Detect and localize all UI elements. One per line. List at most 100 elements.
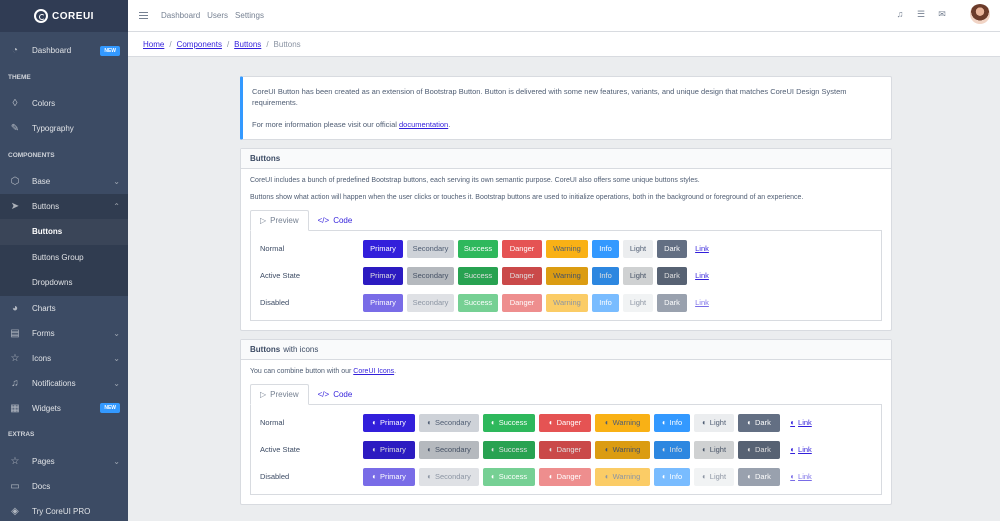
info-button[interactable]: Info — [592, 239, 619, 258]
lightbulb-icon: ◐ — [548, 418, 554, 427]
sidebar-subitem-buttons-group[interactable]: Buttons Group — [32, 252, 84, 262]
avatar[interactable] — [970, 4, 990, 24]
sidebar-item-pages[interactable]: ☆ Pages ⌄ — [0, 449, 128, 474]
tab-preview[interactable]: ▷ Preview — [250, 384, 309, 405]
secondary-button[interactable]: ◐ Secondary — [419, 413, 479, 432]
warning-button[interactable]: ◐ Warning — [595, 413, 650, 432]
warning-button[interactable]: ◐ Warning — [595, 440, 650, 459]
sidebar-item-icons[interactable]: ☆ Icons ⌄ — [0, 346, 128, 371]
secondary-button[interactable]: Secondary — [407, 239, 454, 258]
sidebar-item-colors[interactable]: ◊ Colors — [0, 91, 128, 116]
warning-button[interactable]: ◐ Warning — [595, 467, 650, 486]
secondary-button[interactable]: ◐ Secondary — [419, 467, 479, 486]
chevron-down-icon: ⌄ — [113, 328, 120, 338]
success-button[interactable]: Success — [458, 293, 498, 312]
coreui-icons-link[interactable]: CoreUI Icons — [353, 368, 395, 375]
light-button[interactable]: ◐ Light — [694, 440, 734, 459]
header-link-users[interactable]: Users — [207, 11, 229, 20]
sidebar-item-dashboard[interactable]: ◔ Dashboard NEW — [0, 38, 128, 63]
dark-button[interactable]: ◐ Dark — [738, 467, 780, 486]
sidebar-subitem-buttons[interactable]: Buttons — [0, 219, 128, 245]
info-button[interactable]: ◐ Info — [654, 440, 690, 459]
dark-button[interactable]: ◐ Dark — [738, 413, 780, 432]
secondary-button[interactable]: Secondary — [407, 293, 454, 312]
bell-icon[interactable]: ♫ — [896, 9, 904, 19]
light-button[interactable]: ◐ Light — [694, 413, 734, 432]
link-button[interactable]: Link — [691, 240, 713, 258]
sidebar-item-try-pro[interactable]: ◈ Try CoreUI PRO — [0, 499, 128, 521]
dark-button[interactable]: Dark — [657, 266, 687, 285]
tab-code[interactable]: </> Code — [309, 210, 362, 230]
warning-button[interactable]: Warning — [546, 239, 588, 258]
sidebar-item-docs[interactable]: ▭ Docs — [0, 474, 128, 499]
secondary-button[interactable]: ◐ Secondary — [419, 440, 479, 459]
warning-button[interactable]: Warning — [546, 293, 588, 312]
dark-button[interactable]: Dark — [657, 293, 687, 312]
button-label: Info — [669, 445, 683, 454]
light-button[interactable]: Light — [623, 293, 653, 312]
sidebar-item-forms[interactable]: ▤ Forms ⌄ — [0, 321, 128, 346]
sidebar-subitem-dropdowns[interactable]: Dropdowns — [32, 278, 73, 288]
light-button[interactable]: Light — [623, 239, 653, 258]
main-content: CoreUI Button has been created as an ext… — [240, 76, 892, 505]
danger-button[interactable]: ◐ Danger — [539, 467, 591, 486]
list-icon[interactable]: ☰ — [916, 8, 926, 19]
link-button[interactable]: ◐ Link — [784, 468, 818, 486]
button-label: Info — [599, 244, 612, 253]
dark-button[interactable]: Dark — [657, 239, 687, 258]
light-button[interactable]: ◐ Light — [694, 467, 734, 486]
danger-button[interactable]: Danger — [502, 239, 542, 258]
info-button[interactable]: Info — [592, 293, 619, 312]
sidebar-item-charts[interactable]: ◕ Charts — [0, 296, 128, 321]
info-button[interactable]: Info — [592, 266, 619, 285]
documentation-link[interactable]: documentation — [399, 120, 449, 129]
tab-preview[interactable]: ▷ Preview — [250, 210, 309, 231]
success-button[interactable]: Success — [458, 266, 498, 285]
button-label: Danger — [556, 472, 582, 481]
success-button[interactable]: ◐ Success — [483, 413, 535, 432]
lightbulb-icon: ◐ — [747, 472, 752, 481]
tab-code[interactable]: </> Code — [309, 384, 362, 404]
header-link-settings[interactable]: Settings — [235, 11, 264, 20]
danger-button[interactable]: ◐ Danger — [539, 440, 591, 459]
success-button[interactable]: Success — [458, 239, 498, 258]
primary-button[interactable]: Primary — [363, 293, 403, 312]
header-link-dashboard[interactable]: Dashboard — [161, 11, 201, 20]
breadcrumb-home[interactable]: Home — [143, 39, 165, 49]
lightbulb-icon: ◐ — [548, 472, 554, 481]
lightbulb-icon: ◐ — [701, 445, 707, 454]
primary-button[interactable]: ◐ Primary — [363, 467, 415, 486]
breadcrumb-components[interactable]: Components — [176, 39, 222, 49]
primary-button[interactable]: Primary — [363, 266, 403, 285]
sidebar-item-widgets[interactable]: ▦ Widgets NEW — [0, 396, 128, 421]
link-button[interactable]: Link — [691, 267, 713, 285]
brand-logo[interactable]: COREUI — [0, 0, 128, 32]
info-button[interactable]: ◐ Info — [654, 413, 690, 432]
button-label: Info — [599, 298, 612, 307]
sidebar-item-buttons[interactable]: ➤ Buttons ⌃ — [0, 194, 128, 219]
primary-button[interactable]: Primary — [363, 239, 403, 258]
light-button[interactable]: Light — [623, 266, 653, 285]
sidebar-item-typography[interactable]: ✎ Typography — [0, 116, 128, 141]
danger-button[interactable]: Danger — [502, 293, 542, 312]
success-button[interactable]: ◐ Success — [483, 440, 535, 459]
breadcrumb-buttons[interactable]: Buttons — [234, 39, 262, 49]
envelope-icon[interactable]: ✉ — [938, 8, 946, 19]
lightbulb-icon: ◐ — [661, 472, 667, 481]
danger-button[interactable]: Danger — [502, 266, 542, 285]
warning-button[interactable]: Warning — [546, 266, 588, 285]
sidebar-item-notifications[interactable]: ♫ Notifications ⌄ — [0, 371, 128, 396]
primary-button[interactable]: ◐ Primary — [363, 440, 415, 459]
info-button[interactable]: ◐ Info — [654, 467, 690, 486]
secondary-button[interactable]: Secondary — [407, 266, 454, 285]
dark-button[interactable]: ◐ Dark — [738, 440, 780, 459]
success-button[interactable]: ◐ Success — [483, 467, 535, 486]
link-button[interactable]: Link — [691, 294, 713, 312]
danger-button[interactable]: ◐ Danger — [539, 413, 591, 432]
menu-toggle-icon[interactable] — [139, 12, 148, 19]
primary-button[interactable]: ◐ Primary — [363, 413, 415, 432]
link-button[interactable]: ◐ Link — [784, 414, 818, 432]
sidebar-item-base[interactable]: ⬡ Base ⌄ — [0, 169, 128, 194]
link-button[interactable]: ◐ Link — [784, 441, 818, 459]
button-label: Secondary — [434, 418, 471, 427]
